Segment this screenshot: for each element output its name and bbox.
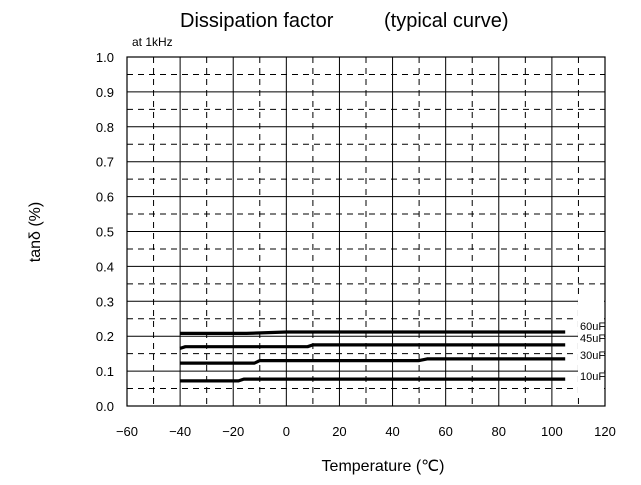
series-label-45uF: 45uF — [580, 333, 605, 345]
y-tick-labels: 0.0 0.1 0.2 0.3 0.4 0.5 0.6 0.7 0.8 0.9 1.0 — [96, 50, 114, 414]
series-line-10uF — [180, 377, 566, 383]
y-tick-label: 0.0 — [96, 399, 114, 414]
series-line-30uF — [180, 357, 566, 365]
grid — [126, 56, 606, 407]
y-tick-label: 0.3 — [96, 294, 114, 309]
x-tick-label: 0 — [283, 424, 290, 439]
x-tick-label: 100 — [541, 424, 563, 439]
chart-subtitle: at 1kHz — [132, 35, 173, 49]
y-tick-label: 0.5 — [96, 225, 114, 240]
y-tick-label: 0.4 — [96, 259, 114, 274]
y-tick-label: 0.9 — [96, 85, 114, 100]
y-tick-label: 0.6 — [96, 190, 114, 205]
series-label-30uF: 30uF — [580, 350, 605, 362]
y-tick-label: 0.2 — [96, 329, 114, 344]
x-tick-label: 20 — [332, 424, 346, 439]
plot-border — [126, 56, 606, 407]
chart-title-note: (typical curve) — [384, 10, 508, 32]
y-tick-label: 1.0 — [96, 50, 114, 65]
series-label-backdrop — [578, 297, 604, 398]
chart-title: Dissipation factor — [180, 10, 334, 32]
x-tick-label: 80 — [492, 424, 506, 439]
x-axis-label: Temperature (℃) — [322, 458, 445, 475]
series-label-10uF: 10uF — [580, 371, 605, 383]
y-tick-label: 0.1 — [96, 364, 114, 379]
y-tick-label: 0.7 — [96, 155, 114, 170]
y-tick-label: 0.8 — [96, 120, 114, 135]
x-tick-label: −40 — [169, 424, 191, 439]
x-tick-label: 40 — [385, 424, 399, 439]
x-tick-label: −20 — [222, 424, 244, 439]
plot-frame — [126, 56, 606, 407]
y-axis-label: tanδ (%) — [27, 202, 44, 262]
x-tick-label: −60 — [116, 424, 138, 439]
series-group — [179, 330, 566, 383]
x-tick-label: 120 — [594, 424, 616, 439]
series-line-45uF — [179, 343, 566, 350]
series-label-60uF: 60uF — [580, 321, 605, 333]
series-line-60uF — [180, 330, 566, 335]
x-tick-labels: −60 −40 −20 0 20 40 60 80 100 120 — [116, 424, 616, 439]
x-tick-label: 60 — [438, 424, 452, 439]
